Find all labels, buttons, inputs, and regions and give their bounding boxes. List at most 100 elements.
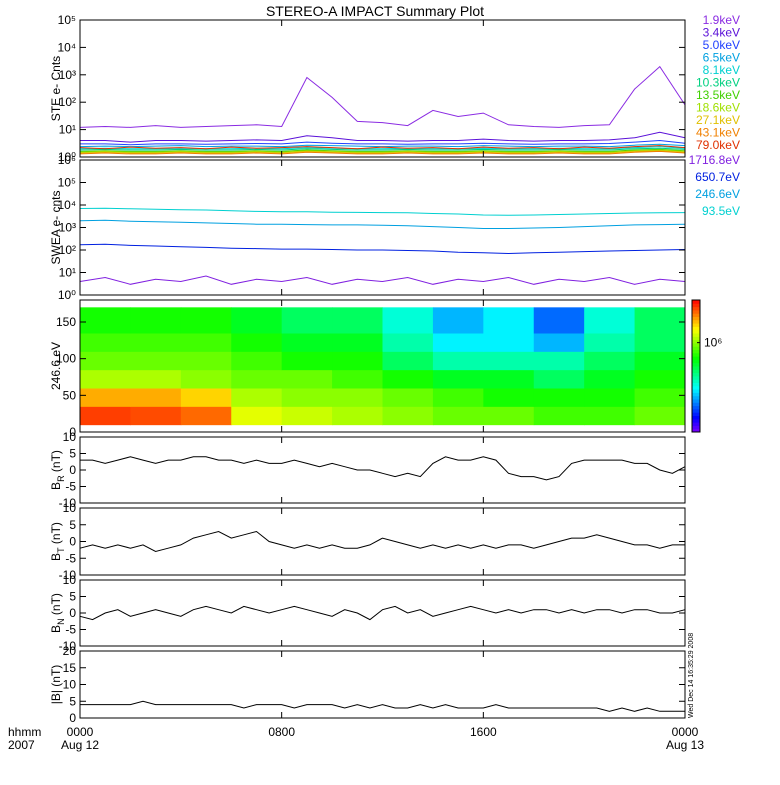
series-line [79,149,686,153]
colorbar-step [692,389,700,393]
colorbar-step [692,309,700,314]
heatmap-cell [483,406,535,426]
heatmap-cell [584,406,636,426]
heatmap-cell [634,307,686,334]
y-tick-label: 10⁵ [58,13,76,27]
colorbar-frame [691,299,701,433]
legend-entry: 13.5keV [696,88,740,102]
colorbar-step [692,333,700,337]
series-line [80,456,686,481]
heatmap-cell [332,369,383,389]
heatmap-cell [382,351,434,371]
colorbar-step [692,329,700,334]
heatmap-cell [382,406,434,426]
heatmap-cell [281,388,333,407]
y-tick-label: 5 [69,694,76,708]
heatmap-cell [533,369,585,389]
heatmap-cell [130,351,182,371]
series-line [79,150,686,155]
colorbar-step [692,408,700,413]
heatmap-cell [382,307,434,334]
colorbar-step [692,372,700,377]
heatmap-cell [332,333,383,352]
colorbar-step [692,352,700,357]
legend-entry: 10.3keV [696,76,740,90]
heatmap-cell [382,388,434,407]
x-axis-label: 2007 [8,738,35,752]
colorbar-step [692,349,700,354]
colorbar-step [692,336,700,341]
series-line [79,275,686,285]
series-line [79,150,686,154]
legend-entry: 8.1keV [703,63,740,77]
colorbar-step [692,362,700,367]
y-tick-label: 5 [69,590,76,604]
legend-entry: 5.0keV [703,38,740,52]
y-tick-label: 50 [63,388,77,402]
series-line [79,65,686,128]
heatmap-cell [533,307,585,334]
colorbar-step [692,356,700,360]
heatmap-cell [281,406,333,426]
heatmap-cell [80,307,131,334]
legend-entry: 18.6keV [696,101,740,115]
panel-frame [79,19,686,158]
y-tick-label: 10⁴ [57,198,76,212]
colorbar-step [692,359,700,364]
y-tick-label: 10⁰ [58,150,76,164]
y-axis-label-part: B [49,482,63,490]
legend-entry: 3.4keV [703,26,740,40]
y-tick-label: 10 [63,430,77,444]
heatmap-cell [281,369,333,389]
heatmap-cell [432,406,484,426]
heatmap-cell [483,333,535,352]
colorbar-step [692,313,700,317]
colorbar-step [692,399,700,403]
y-tick-label: 100 [56,352,76,366]
colorbar-step [692,425,700,430]
colorbar-step [692,366,700,370]
heatmap-cell [130,388,182,407]
y-tick-label: 10¹ [59,266,76,280]
heatmap-cell [432,388,484,407]
colorbar-step [692,316,700,321]
colorbar-step [692,415,700,420]
heatmap-cell [180,406,232,426]
y-axis-label: 246.6 eV [49,342,63,390]
series-line [79,146,686,150]
heatmap-cell [533,406,585,426]
y-tick-label: 10² [59,243,76,257]
y-tick-label: 0 [69,425,76,439]
y-axis-label: |B| (nT) [49,665,63,705]
heatmap-cell [130,406,182,426]
y-tick-label: 5 [69,447,76,461]
heatmap-cell [634,351,686,371]
colorbar-step [692,339,700,344]
y-axis-label-part: (nT) [49,593,63,618]
heatmap-cell [533,351,585,371]
heatmap-cell [80,388,131,407]
x-tick-label: 0800 [268,725,295,739]
x-date-label: Aug 12 [61,738,99,752]
heatmap-cell [483,307,535,334]
heatmap-cell [432,307,484,334]
y-tick-label: 10⁶ [58,153,76,167]
heatmap-cell [332,307,383,334]
series-line [79,605,686,621]
x-axis-label: hhmm [8,725,41,739]
heatmap-cell [432,369,484,389]
legend-entry: 650.7eV [695,170,740,184]
y-axis-label: BR (nT) [49,450,66,490]
heatmap-cell [584,333,636,352]
colorbar-step [692,402,700,407]
y-tick-label: 0 [69,711,76,725]
y-axis-label: SWEA e- cnts [49,190,63,264]
legend-entry: 27.1keV [696,113,740,127]
y-axis-label-sub: R [56,475,66,482]
heatmap-cell [80,333,131,352]
colorbar-step [692,395,700,400]
y-tick-label: 0 [69,606,76,620]
legend-entry: 43.1keV [696,126,740,140]
colorbar-step [692,346,700,350]
